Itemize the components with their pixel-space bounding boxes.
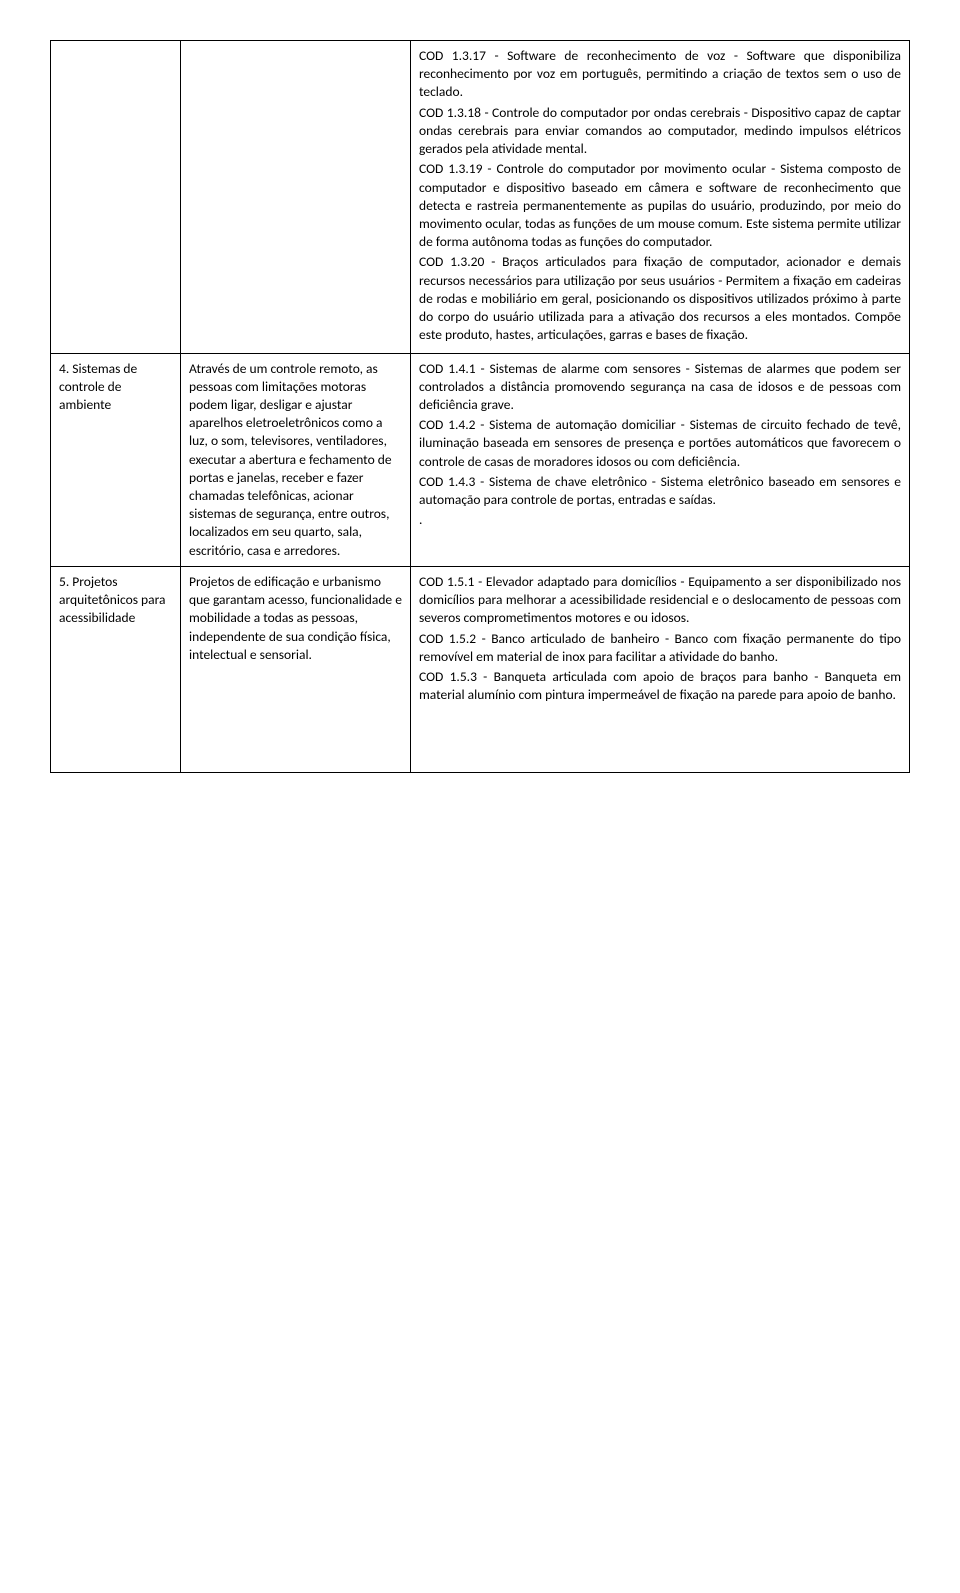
code-paragraph: COD 1.5.1 - Elevador adaptado para domic… — [419, 573, 901, 628]
code-paragraph: COD 1.4.1 - Sistemas de alarme com senso… — [419, 360, 901, 415]
category-cell: 5. Projetos arquitetônicos para acessibi… — [51, 566, 181, 773]
bottom-spacer — [419, 706, 901, 766]
description-cell: Através de um controle remoto, as pessoa… — [181, 353, 411, 566]
code-paragraph: COD 1.5.3 - Banqueta articulada com apoi… — [419, 668, 901, 704]
spec-table-body: COD 1.3.17 - Software de reconhecimento … — [51, 41, 910, 773]
table-row: 5. Projetos arquitetônicos para acessibi… — [51, 566, 910, 773]
codes-cell: COD 1.4.1 - Sistemas de alarme com senso… — [411, 353, 910, 566]
spec-table: COD 1.3.17 - Software de reconhecimento … — [50, 40, 910, 773]
code-paragraph: COD 1.5.2 - Banco articulado de banheiro… — [419, 630, 901, 666]
code-paragraph: COD 1.3.19 - Controle do computador por … — [419, 160, 901, 251]
codes-cell: COD 1.5.1 - Elevador adaptado para domic… — [411, 566, 910, 773]
category-cell: 4. Sistemas de controle de ambiente — [51, 353, 181, 566]
table-row: 4. Sistemas de controle de ambienteAtrav… — [51, 353, 910, 566]
description-cell: Projetos de edificação e urbanismo que g… — [181, 566, 411, 773]
description-cell — [181, 41, 411, 354]
code-paragraph: COD 1.3.18 - Controle do computador por … — [419, 104, 901, 159]
code-paragraph: COD 1.4.3 - Sistema de chave eletrônico … — [419, 473, 901, 509]
code-paragraph: COD 1.4.2 - Sistema de automação domicil… — [419, 416, 901, 471]
category-cell — [51, 41, 181, 354]
table-row: COD 1.3.17 - Software de reconhecimento … — [51, 41, 910, 354]
code-paragraph: COD 1.3.20 - Braços articulados para fix… — [419, 253, 901, 344]
code-paragraph: COD 1.3.17 - Software de reconhecimento … — [419, 47, 901, 102]
codes-cell: COD 1.3.17 - Software de reconhecimento … — [411, 41, 910, 354]
code-paragraph: . — [419, 511, 901, 529]
